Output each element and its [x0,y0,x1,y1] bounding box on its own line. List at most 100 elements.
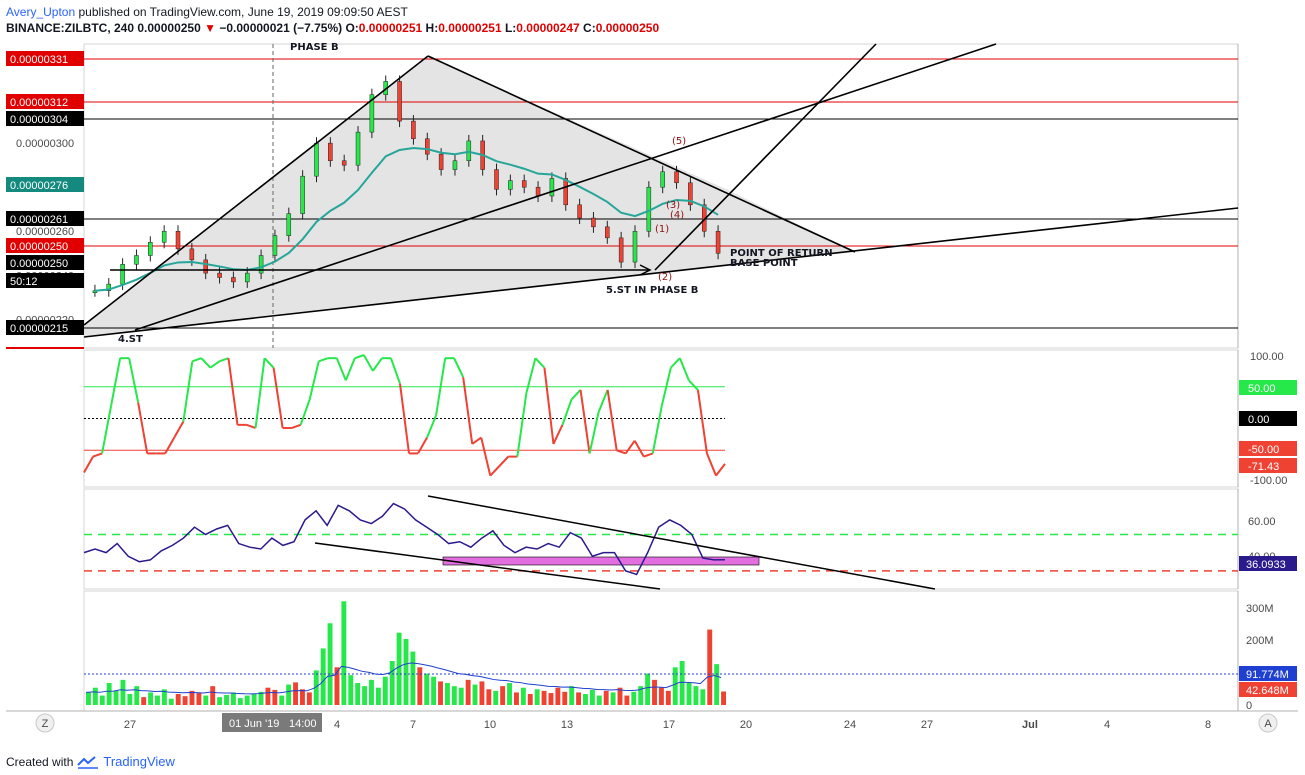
price-tag-label: 50:12 [10,276,38,288]
candle-body [549,178,555,197]
osc-tag-label: 0.00 [1248,414,1269,426]
volume-bar [541,690,547,705]
price-tick-label: 0.00000260 [16,226,74,238]
price-tag [6,320,84,335]
volume-tag [1239,666,1297,681]
open-label: O: [345,21,359,35]
cursor-time-box [222,713,322,732]
osc-segment [92,452,103,458]
osc-segment [706,453,717,477]
volume-bar [306,692,312,705]
osc-segment [597,389,609,413]
osc-segment [83,456,94,473]
price-pane[interactable]: 0.000002200.000002400.000002600.00000280… [6,42,1239,348]
candle-body [618,237,624,263]
osc-segment [471,436,482,445]
low-value: 0.00000247 [516,21,580,35]
time-tick-label: 13 [561,719,573,731]
volume-bar [279,695,285,705]
candle-body [688,182,693,206]
candle-body [411,120,416,139]
volume-bar [320,648,326,705]
candle-body [605,226,610,239]
volume-bar [693,686,699,705]
candle-body [175,230,181,250]
volume-bar [369,679,374,705]
rsi-line [83,502,726,576]
volume-bar [638,686,644,705]
volume-tag-label: 42.648M [1246,685,1289,697]
volume-bar [569,686,575,705]
price-tag-label: 0.00000250 [10,258,68,270]
high-value: 0.00000251 [438,21,502,35]
volume-bar [237,698,243,705]
candle-body [438,153,444,170]
volume-bar [479,681,485,705]
cursor-date-label: 01 Jun '19 [229,718,279,730]
osc-segment [219,357,229,363]
oscillator-pane[interactable]: 100.00 -100.00 50.00 0.00 -50.00 -71.43 [83,351,1297,487]
price-tag [6,111,84,126]
candle-body [217,272,222,278]
osc-segment [633,440,645,458]
axis-scale-button[interactable]: A [1258,713,1278,733]
volume-tag [1239,682,1297,697]
volume-bar [603,690,609,705]
open-value: 0.00000251 [358,21,423,35]
volume-bar [230,692,236,705]
osc-segment [308,361,320,400]
osc-segment [489,465,501,477]
chart-annotation: POINT OF RETURN [730,248,833,259]
candle-body [494,169,499,190]
osc-segment [534,357,546,369]
rsi-tag [1239,556,1297,571]
volume-bar [617,687,623,705]
price-tag-label: 0.00000312 [10,97,68,109]
osc-tag-label: 50.00 [1248,383,1276,395]
volume-bar [527,694,533,705]
trendline [83,207,1239,338]
time-tick-label: 10 [484,719,496,731]
close-value: 0.00000250 [595,21,660,35]
axis-scale-button[interactable]: Z [35,713,55,733]
price-tag [6,211,84,226]
osc-segment [426,414,438,438]
volume-bar [99,695,105,705]
symbol[interactable]: BINANCE:ZILBTC, 240 [6,21,135,35]
osc-segment [363,354,374,372]
trendline [134,43,997,331]
volume-tick-label: 300M [1246,603,1274,615]
osc-segment [318,357,329,363]
volume-bar [438,681,443,705]
author-link[interactable]: Avery_Upton [6,5,76,19]
volume-bar [451,686,457,705]
volume-bar [327,623,333,705]
candle-body [715,230,721,254]
chart-canvas[interactable]: 0.000002200.000002400.000002600.00000280… [0,0,1305,745]
candle-body [632,230,638,263]
volume-bar [486,689,492,705]
volume-pane[interactable]: 300M 200M 0 91.774M 42.648M [84,601,1297,712]
osc-segment [678,357,690,381]
volume-ma-line [85,662,722,695]
volume-bar [251,694,257,705]
volume-bar [113,690,119,705]
osc-segment [696,389,708,454]
volume-bar [258,691,264,705]
published-text: published on TradingView.com, June 19, 2… [78,5,408,19]
axis-button-bg [35,713,55,733]
price-tag [6,273,84,288]
osc-segment [200,357,212,369]
tradingview-brand[interactable]: TradingView [103,754,175,769]
osc-segment [164,437,176,454]
rsi-trendline [314,542,661,590]
osc-segment [398,383,411,454]
candle-body [189,248,195,261]
symbol-line: BINANCE:ZILBTC, 240 0.00000250 ▼ −0.0000… [6,20,659,36]
volume-bar [576,692,582,705]
time-axis[interactable]: 27Jun47101317202427Jul4801 Jun '1914:00Z… [6,710,1298,733]
osc-segment [182,361,194,422]
volume-bar [707,629,713,705]
volume-bar [203,695,209,705]
